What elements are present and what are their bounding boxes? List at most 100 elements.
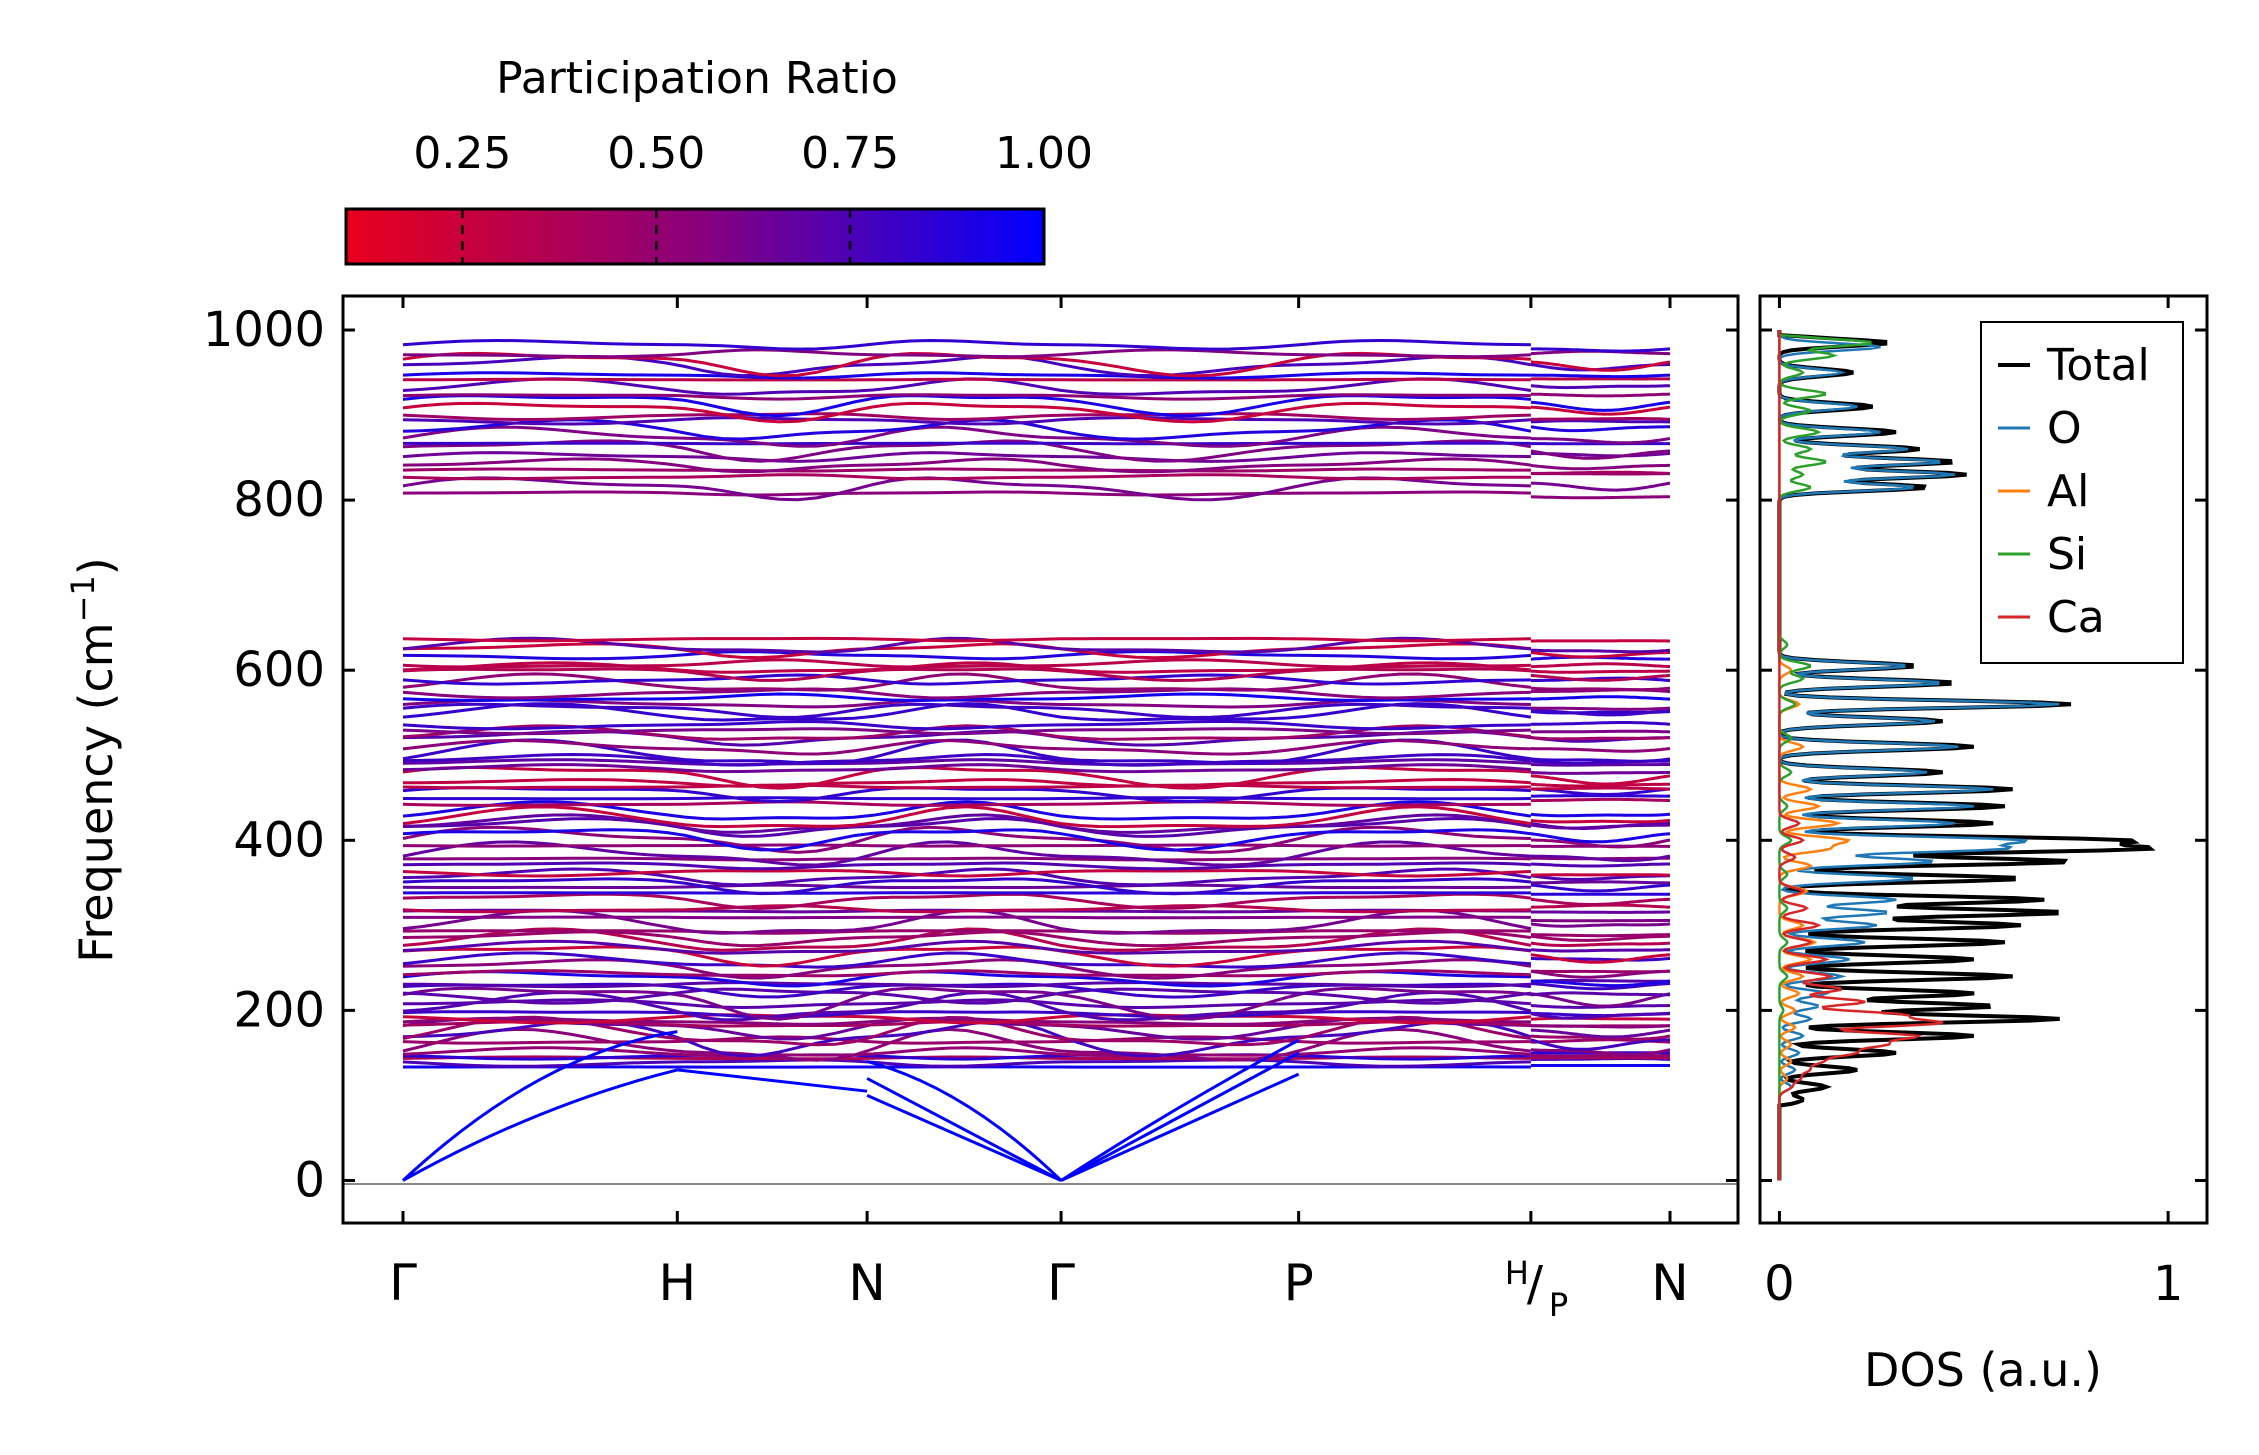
band-line	[402, 1046, 1531, 1058]
band-line	[1530, 676, 1671, 682]
band-line	[402, 796, 1531, 801]
colorbar-tick-label: 1.00	[995, 128, 1093, 179]
band-line	[402, 758, 1531, 767]
k-point-label: H	[659, 1254, 697, 1312]
band-line	[1530, 417, 1670, 421]
y-tick-label: 400	[233, 812, 325, 868]
band-line	[1530, 982, 1671, 991]
band-line	[1530, 1053, 1670, 1058]
band-line	[402, 1010, 1531, 1019]
band-line	[1530, 405, 1671, 416]
acoustic-branch	[866, 1094, 1062, 1182]
band-line	[1530, 360, 1671, 372]
band-line	[1530, 941, 1671, 947]
y-axis-ticks: 0 200 400 600 800 1000	[203, 302, 2207, 1208]
band-line	[402, 719, 1531, 731]
dos-x-tick-label: 1	[2153, 1256, 2184, 1312]
band-line	[1530, 400, 1671, 412]
dos-legend: Total O Al Si Ca	[1980, 321, 2184, 664]
band-line	[1530, 736, 1671, 741]
legend-label-Si: Si	[2047, 529, 2087, 580]
band-line	[402, 877, 1532, 896]
band-line	[1530, 933, 1670, 938]
dos-line-O	[1778, 330, 2060, 1181]
acoustic-branch	[1060, 1051, 1300, 1182]
band-line	[402, 348, 1531, 359]
dos-x-axis-label: DOS (a.u.)	[1864, 1343, 2102, 1397]
band-line	[1530, 721, 1671, 726]
band-line	[1530, 1024, 1671, 1029]
band-line	[402, 687, 1531, 700]
band-line	[1530, 818, 1671, 824]
band-line	[402, 371, 1531, 380]
band-line	[402, 727, 1531, 736]
band-line	[402, 692, 1531, 702]
band-line	[402, 981, 1531, 989]
band-line	[1530, 832, 1671, 844]
band-line	[402, 816, 1532, 838]
band-line	[1530, 425, 1671, 433]
band-line	[402, 939, 1532, 955]
band-line	[1530, 838, 1671, 849]
colorbar-gradient	[344, 207, 1046, 266]
band-line	[1530, 384, 1671, 390]
acoustic-branch	[866, 1077, 1062, 1182]
legend-label-O: O	[2047, 403, 2082, 454]
band-line	[402, 892, 1532, 911]
band-line	[1530, 763, 1670, 767]
band-line	[402, 673, 1531, 686]
band-line	[402, 813, 1532, 834]
band-axes-frame	[341, 294, 1740, 1225]
band-line	[402, 990, 1532, 1022]
band-line	[402, 986, 1532, 1021]
band-line	[1530, 922, 1671, 928]
band-lines	[401, 338, 1671, 1182]
dos-x-tick-label: 0	[1764, 1256, 1795, 1312]
dos-axes-frame	[1758, 294, 2209, 1225]
band-line	[1530, 1012, 1671, 1020]
band-line	[1530, 437, 1671, 445]
colorbar-tick-label: 0.75	[801, 128, 899, 179]
band-line	[1530, 873, 1671, 877]
k-point-label: N	[1651, 1254, 1688, 1312]
band-line	[402, 958, 1532, 980]
dos-line-Ca	[1778, 330, 1944, 1181]
band-line	[1530, 979, 1671, 988]
band-line	[402, 904, 1531, 914]
band-line	[402, 393, 1531, 401]
band-line	[1530, 770, 1671, 775]
y-tick-label: 200	[233, 982, 325, 1038]
band-line	[403, 915, 1531, 920]
legend-label-Ca: Ca	[2047, 592, 2105, 643]
band-line	[1530, 812, 1671, 818]
band-line	[402, 672, 1532, 692]
band-line	[403, 891, 1531, 895]
band-line	[1530, 1038, 1670, 1051]
band-line	[402, 650, 1532, 661]
band-line	[1530, 463, 1670, 471]
acoustic-branch	[677, 1068, 868, 1093]
acoustic-branch	[1060, 1038, 1300, 1182]
band-line	[402, 667, 1531, 683]
band-line	[402, 867, 1532, 887]
band-line	[402, 1035, 1531, 1045]
k-label-p: P	[1549, 1286, 1568, 1324]
band-line	[402, 969, 1531, 978]
y-axis-label: Frequency (cm−1)	[64, 557, 123, 962]
colorbar-tick-label: 0.50	[607, 128, 705, 179]
acoustic-branch	[1060, 1072, 1300, 1182]
y-axis-label-superscript: −1	[64, 575, 102, 622]
band-line	[402, 412, 1531, 422]
band-line	[402, 457, 1532, 474]
band-line	[402, 951, 1532, 969]
band-line	[402, 929, 1531, 935]
band-line	[402, 338, 1531, 351]
band-line	[402, 1053, 1531, 1061]
band-line	[1530, 786, 1670, 791]
band-line	[1530, 686, 1671, 692]
band-line	[402, 642, 1532, 660]
band-line	[402, 800, 1531, 807]
band-line	[1530, 897, 1671, 906]
band-line	[1530, 662, 1671, 669]
